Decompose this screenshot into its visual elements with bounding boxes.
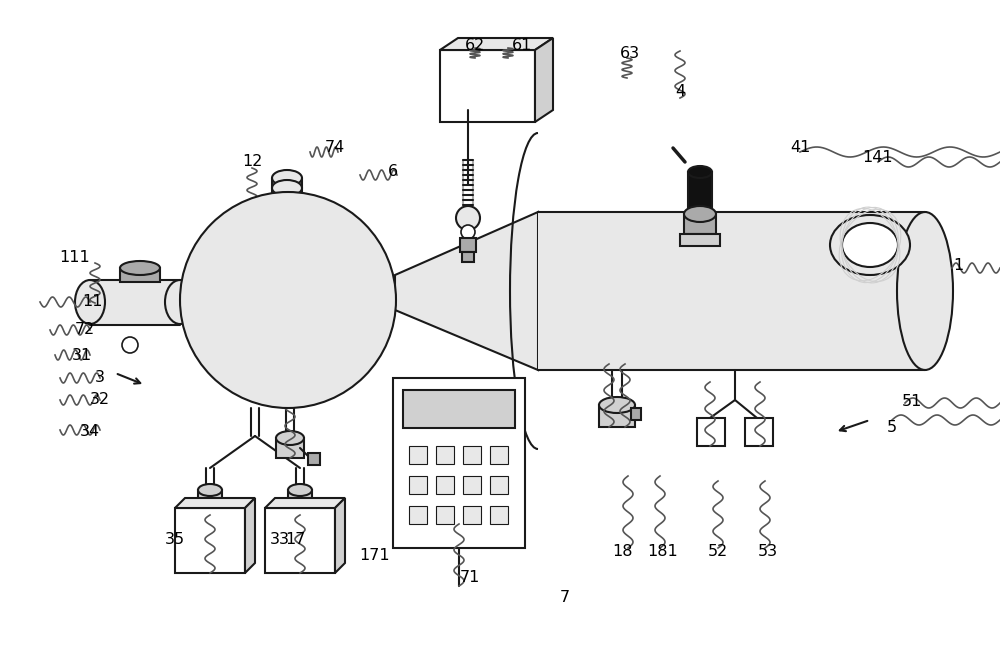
Text: 1: 1 xyxy=(953,257,963,273)
Bar xyxy=(599,405,635,427)
Ellipse shape xyxy=(75,280,105,324)
Bar xyxy=(403,390,515,428)
Ellipse shape xyxy=(272,180,302,196)
Bar xyxy=(490,446,508,464)
Text: 5: 5 xyxy=(887,420,897,436)
Bar xyxy=(490,476,508,494)
Bar xyxy=(288,490,312,508)
Bar xyxy=(436,446,454,464)
Bar xyxy=(631,408,641,420)
Bar xyxy=(697,418,725,446)
Bar xyxy=(490,506,508,524)
Text: 74: 74 xyxy=(325,141,345,155)
Text: 181: 181 xyxy=(648,544,678,560)
Text: 61: 61 xyxy=(512,37,532,53)
Bar xyxy=(463,446,481,464)
Text: 31: 31 xyxy=(72,348,92,362)
Text: 34: 34 xyxy=(80,424,100,440)
Text: 35: 35 xyxy=(165,532,185,548)
Bar xyxy=(409,506,427,524)
Text: 4: 4 xyxy=(675,85,685,99)
Bar xyxy=(688,172,712,214)
Ellipse shape xyxy=(180,192,396,408)
Text: 3: 3 xyxy=(95,370,105,386)
Bar xyxy=(175,508,245,573)
Ellipse shape xyxy=(276,431,304,445)
Ellipse shape xyxy=(897,212,953,370)
Text: 111: 111 xyxy=(60,251,90,265)
Text: 141: 141 xyxy=(863,151,893,165)
Text: 6: 6 xyxy=(388,165,398,179)
Text: 18: 18 xyxy=(612,544,632,560)
Bar xyxy=(436,476,454,494)
Ellipse shape xyxy=(461,225,475,239)
Text: 72: 72 xyxy=(75,323,95,338)
Bar xyxy=(198,490,222,508)
Text: 62: 62 xyxy=(465,37,485,53)
Bar xyxy=(680,234,720,246)
Bar xyxy=(276,438,304,458)
Ellipse shape xyxy=(272,170,302,186)
Bar xyxy=(436,506,454,524)
Polygon shape xyxy=(175,498,255,508)
Bar xyxy=(265,508,335,573)
Bar xyxy=(409,476,427,494)
Text: 41: 41 xyxy=(790,141,810,155)
Ellipse shape xyxy=(288,484,312,496)
Text: 33: 33 xyxy=(270,532,290,548)
Ellipse shape xyxy=(456,206,480,230)
Ellipse shape xyxy=(688,166,712,178)
Ellipse shape xyxy=(165,280,195,324)
Ellipse shape xyxy=(842,223,898,267)
Bar xyxy=(120,268,160,282)
Text: 17: 17 xyxy=(285,532,305,548)
Ellipse shape xyxy=(120,261,160,275)
Bar xyxy=(462,252,474,262)
Polygon shape xyxy=(440,38,553,50)
Ellipse shape xyxy=(599,397,635,413)
Bar xyxy=(409,446,427,464)
Polygon shape xyxy=(535,38,553,122)
Bar xyxy=(460,238,476,252)
Polygon shape xyxy=(245,498,255,573)
Ellipse shape xyxy=(122,337,138,353)
Bar xyxy=(308,453,320,465)
Ellipse shape xyxy=(830,215,910,275)
Bar xyxy=(463,506,481,524)
Text: 63: 63 xyxy=(620,45,640,61)
Polygon shape xyxy=(538,212,925,370)
Text: 71: 71 xyxy=(460,570,480,586)
Text: 11: 11 xyxy=(82,295,102,309)
Bar xyxy=(745,418,773,446)
Polygon shape xyxy=(265,498,345,508)
Polygon shape xyxy=(395,212,538,370)
Bar xyxy=(684,214,716,234)
Bar xyxy=(440,50,535,122)
Text: 51: 51 xyxy=(902,394,922,410)
Polygon shape xyxy=(90,280,180,325)
Text: 12: 12 xyxy=(242,155,262,169)
Bar xyxy=(393,378,525,548)
Text: 52: 52 xyxy=(708,544,728,560)
Ellipse shape xyxy=(198,484,222,496)
Text: 53: 53 xyxy=(758,544,778,560)
Text: 32: 32 xyxy=(90,392,110,408)
Bar xyxy=(463,476,481,494)
Text: 7: 7 xyxy=(560,590,570,606)
Text: 171: 171 xyxy=(360,548,390,562)
Ellipse shape xyxy=(684,206,716,222)
Polygon shape xyxy=(335,498,345,573)
